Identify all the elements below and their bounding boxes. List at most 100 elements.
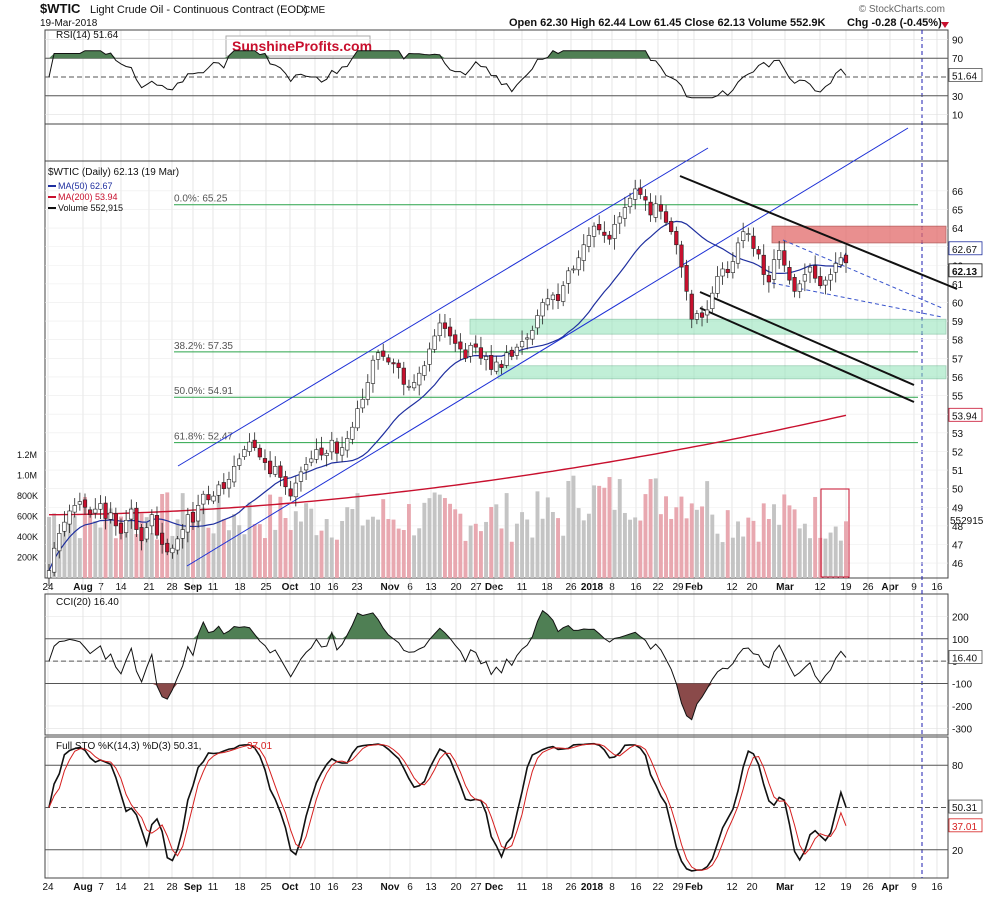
volume-axis-label: 1.0M — [17, 471, 37, 481]
volume-bar — [185, 532, 190, 578]
volume-bar — [268, 494, 273, 578]
x-tick-label-bottom: 12 — [726, 882, 738, 893]
volume-bar — [370, 516, 375, 578]
rsi-line — [48, 50, 847, 99]
x-tick-label-bottom: 6 — [407, 882, 413, 893]
candle — [463, 349, 468, 359]
candle — [201, 493, 206, 505]
volume-bar — [494, 504, 499, 578]
cci-axis-label: -100 — [952, 680, 972, 691]
candle — [818, 276, 823, 287]
volume-bar — [355, 493, 360, 578]
volume-bar — [165, 492, 170, 578]
volume-bar — [586, 513, 591, 578]
volume-bar — [787, 505, 792, 578]
candle — [303, 464, 309, 471]
x-tick-label-bottom: 18 — [541, 882, 553, 893]
volume-bar — [540, 518, 545, 578]
volume-bar — [288, 530, 293, 578]
candle — [453, 334, 458, 344]
sto-k-line — [48, 742, 847, 872]
price-axis-label: 58 — [952, 336, 964, 347]
volume-bar — [592, 485, 596, 578]
x-tick-label-bottom: 11 — [208, 882, 219, 893]
sto-value-flag — [948, 799, 983, 814]
volume-bar — [499, 528, 504, 578]
volume-bar — [329, 537, 334, 578]
candle — [309, 458, 314, 463]
candle — [777, 250, 782, 260]
volume-bar — [263, 538, 267, 578]
candle — [360, 398, 365, 409]
legend-entry: Volume 552,915 — [58, 203, 123, 213]
candle — [612, 223, 617, 239]
candle — [185, 514, 190, 533]
volume-bar — [406, 504, 411, 578]
instrument-name: Light Crude Oil - Continuous Contract (E… — [90, 4, 308, 16]
volume-bar — [216, 491, 221, 578]
sto-value-flag — [948, 818, 983, 833]
price-axis-label: 65 — [952, 205, 964, 216]
volume-bar — [761, 503, 766, 578]
fibonacci-level-label: 38.2%: 57.35 — [174, 341, 233, 352]
candle — [288, 488, 293, 497]
candle — [124, 519, 129, 533]
short-term-support-dashed — [771, 282, 943, 318]
volume-bar — [134, 534, 139, 578]
candle — [741, 231, 746, 241]
volume-bar — [664, 496, 668, 578]
cci-axis-label: 200 — [952, 612, 969, 623]
volume-bar — [345, 507, 350, 578]
volume-bar — [658, 514, 663, 578]
x-tick-label-bottom: Aug — [73, 882, 92, 893]
candle — [638, 187, 643, 195]
x-tick-label-bottom: 7 — [98, 882, 104, 893]
volume-bar — [67, 519, 72, 578]
ohlc-readout: Open 62.30 High 62.44 Low 61.45 Close 62… — [509, 17, 826, 29]
volume-bar — [705, 481, 710, 578]
candle — [422, 365, 427, 376]
volume-bar — [391, 519, 396, 578]
x-tick-label-bottom: Nov — [381, 882, 400, 893]
candle — [365, 382, 370, 400]
price-axis-label: 52 — [952, 447, 964, 458]
volume-bar — [679, 496, 684, 578]
candle — [160, 532, 165, 545]
candle — [514, 346, 520, 356]
price-flag-text: 62.13 — [952, 267, 977, 278]
candle — [535, 315, 540, 329]
candle — [273, 466, 278, 475]
volume-bar — [88, 511, 93, 578]
volume-bar — [725, 510, 730, 578]
volume-bar — [597, 485, 602, 578]
price-axis-label: 47 — [952, 540, 964, 551]
volume-bar — [730, 537, 735, 578]
candle — [633, 188, 638, 200]
candle — [519, 341, 525, 348]
candle — [653, 203, 658, 218]
volume-bar — [535, 491, 540, 578]
candle — [442, 322, 448, 329]
candle — [154, 515, 160, 536]
price-axis-label: 59 — [952, 317, 964, 328]
volume-bar — [155, 539, 159, 578]
candle — [478, 347, 484, 359]
declining-channel-lower — [699, 307, 915, 403]
candle — [715, 276, 720, 294]
x-tick-label-bottom: Oct — [282, 882, 299, 893]
candle — [458, 341, 463, 350]
volume-bar — [838, 540, 843, 578]
x-tick-label-bottom: 22 — [652, 882, 664, 893]
volume-bar — [340, 520, 345, 578]
candle — [237, 458, 242, 466]
volume-bar — [304, 503, 309, 578]
candle — [447, 326, 453, 337]
x-tick-label-bottom: 12 — [814, 882, 826, 893]
volume-bar — [617, 479, 622, 578]
volume-bar — [612, 509, 617, 578]
candle — [391, 362, 396, 365]
change-down-icon — [941, 22, 949, 28]
candle — [761, 254, 766, 275]
candle — [473, 343, 478, 348]
volume-axis-label: 800K — [17, 491, 38, 501]
